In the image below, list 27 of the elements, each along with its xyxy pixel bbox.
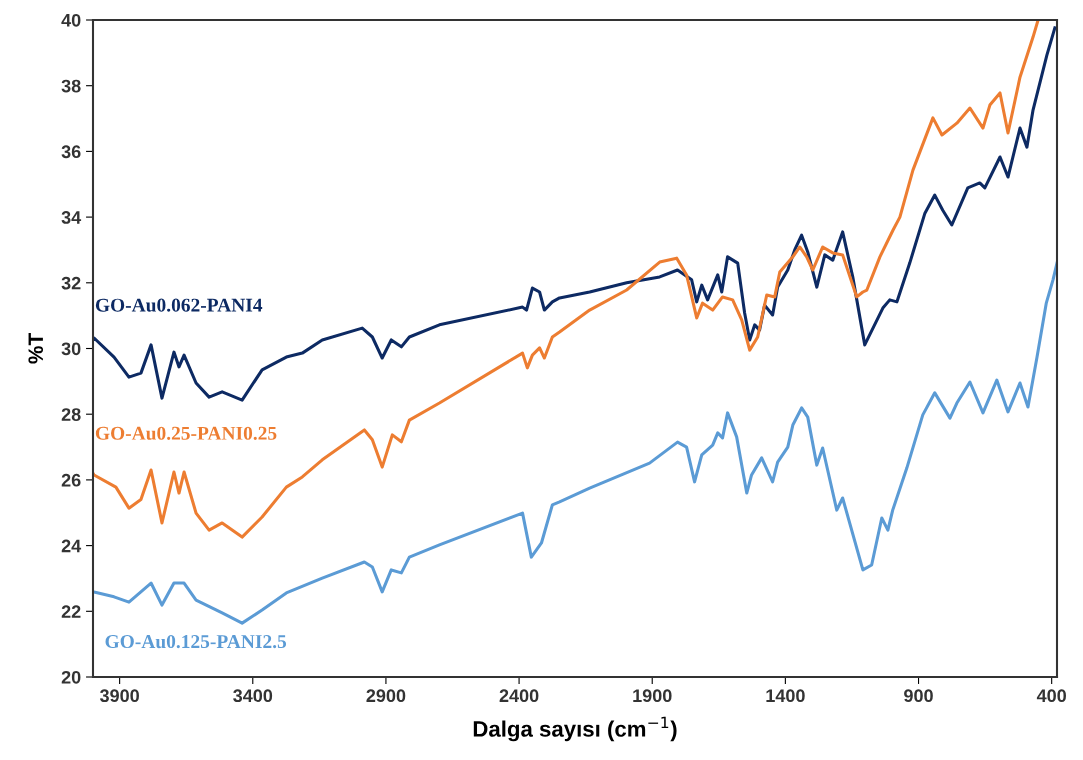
- y-tick-label: 24: [61, 539, 82, 553]
- series-label: GO-Au0.25-PANI0.25: [95, 426, 277, 440]
- x-tick-label: 2400: [499, 689, 539, 703]
- series-label: GO-Au0.062-PANI4: [95, 298, 263, 312]
- x-tick-label: 1900: [633, 689, 672, 703]
- x-tick-label: 3900: [99, 689, 139, 703]
- y-axis-title: %T: [28, 333, 44, 364]
- line-series: [93, 261, 1057, 625]
- x-tick-label: 1400: [766, 689, 805, 703]
- x-tick-label: 400: [1036, 689, 1066, 703]
- y-tick-label: 40: [61, 13, 81, 27]
- y-tick-label: 22: [61, 605, 81, 618]
- line-series: [93, 20, 1040, 539]
- y-tick-label: 30: [61, 342, 81, 356]
- series-label: GO-Au0.125-PANI2.5: [105, 634, 287, 649]
- y-tick-label: 20: [61, 670, 81, 684]
- y-tick-label: 34: [61, 211, 82, 224]
- y-tick-label: 36: [61, 145, 81, 159]
- x-tick-label: 2900: [366, 689, 406, 703]
- line-series: [93, 26, 1057, 402]
- y-tick-label: 26: [61, 473, 81, 487]
- x-axis-title: Dalga sayısı (cm$^{−1}$): [473, 716, 677, 742]
- x-tick-label: 900: [904, 689, 933, 703]
- y-tick-label: 28: [61, 408, 81, 421]
- y-tick-label: 38: [61, 79, 81, 93]
- x-tick-label: 3400: [233, 689, 273, 703]
- y-tick-label: 32: [61, 276, 81, 290]
